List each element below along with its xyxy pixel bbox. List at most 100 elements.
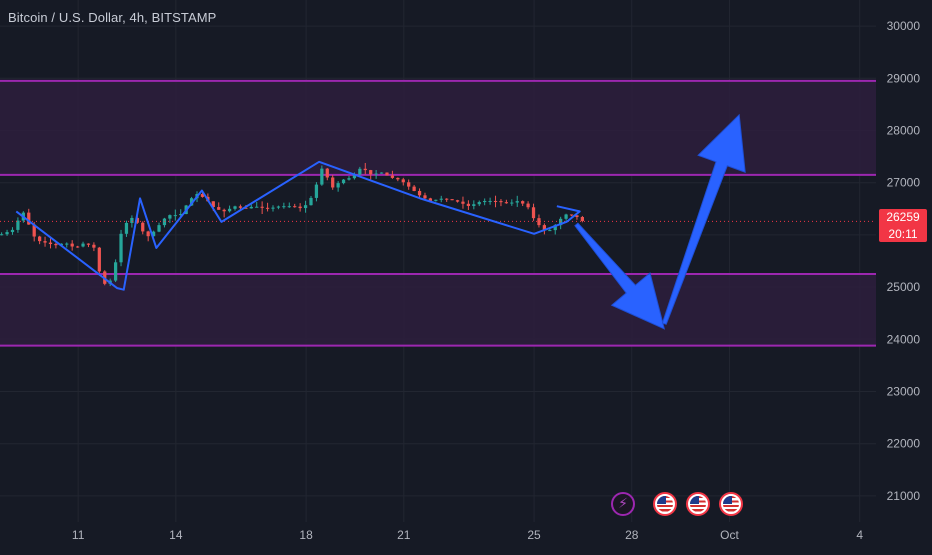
candle-body xyxy=(455,200,460,202)
candle-body xyxy=(504,202,509,204)
x-tick-label: Oct xyxy=(720,528,739,542)
y-tick-label: 28000 xyxy=(887,124,921,138)
candle-body xyxy=(336,183,340,188)
candle-body xyxy=(580,217,584,221)
candle-body xyxy=(510,202,514,204)
candle-body xyxy=(211,201,215,208)
candle-body xyxy=(260,206,264,208)
candle-body xyxy=(189,198,194,206)
y-tick-label: 23000 xyxy=(887,385,921,399)
bar-countdown-label: 20:11 xyxy=(879,226,927,242)
candle-body xyxy=(200,194,205,197)
projection-arrow xyxy=(574,222,666,330)
candle-body xyxy=(396,177,400,180)
candle-body xyxy=(282,206,286,208)
x-tick-label: 4 xyxy=(856,528,863,542)
candle-body xyxy=(320,168,324,185)
x-tick-label: 18 xyxy=(299,528,313,542)
chart-title: Bitcoin / U.S. Dollar, 4h, BITSTAMP xyxy=(8,10,217,25)
us-flag-icon[interactable] xyxy=(686,492,710,516)
candle-body xyxy=(401,179,405,183)
candle-body xyxy=(48,242,53,245)
candle-body xyxy=(363,168,367,171)
drawing-annotations xyxy=(15,113,746,330)
candle-body xyxy=(10,229,15,233)
candle-body xyxy=(477,202,481,205)
candle-body xyxy=(97,247,101,272)
candle-body xyxy=(70,243,74,247)
candle-body xyxy=(124,222,129,234)
candle-body xyxy=(374,173,378,175)
y-tick-label: 25000 xyxy=(887,280,921,294)
candle-body xyxy=(493,200,498,202)
price-zones xyxy=(0,79,876,347)
candle-body xyxy=(5,232,9,235)
y-tick-label: 24000 xyxy=(887,332,921,346)
x-axis: 11 14 18 21 25 28 Oct 4 xyxy=(72,528,863,542)
candle-body xyxy=(293,206,297,208)
candle-body xyxy=(450,199,454,201)
candle-body xyxy=(390,175,395,178)
zigzag-drawing-line xyxy=(15,160,581,291)
candle-body xyxy=(276,206,281,208)
candle-body xyxy=(287,206,291,208)
candle-body xyxy=(358,168,362,175)
candle-body xyxy=(298,206,302,209)
candle-body xyxy=(135,217,139,223)
candle-body xyxy=(314,184,319,198)
candle-body xyxy=(65,243,69,245)
candle-body xyxy=(146,231,150,237)
y-tick-label: 29000 xyxy=(887,71,921,85)
candle-body xyxy=(466,203,471,206)
candle-body xyxy=(265,207,270,209)
candle-body xyxy=(255,206,259,208)
candle-body xyxy=(173,215,177,217)
y-tick-label: 22000 xyxy=(887,437,921,451)
candle-body xyxy=(119,233,123,263)
candle-body xyxy=(92,244,96,248)
candle-body xyxy=(37,236,42,242)
candle-body xyxy=(347,178,351,180)
us-flag-icon[interactable] xyxy=(719,492,743,516)
candle-body xyxy=(130,217,134,223)
candle-body xyxy=(417,190,422,196)
candle-body xyxy=(515,201,519,203)
candle-body xyxy=(325,168,329,178)
candle-body xyxy=(526,203,530,208)
candle-body xyxy=(54,244,58,246)
candle-body xyxy=(379,172,384,174)
candle-body xyxy=(407,182,411,187)
candle-body xyxy=(157,225,161,232)
y-tick-label: 27000 xyxy=(887,176,921,190)
projection-arrow xyxy=(661,113,746,325)
candle-body xyxy=(27,212,31,225)
candle-body xyxy=(81,243,85,247)
candle-body xyxy=(43,241,47,243)
last-price-label: 26259 xyxy=(879,209,927,226)
candle-body xyxy=(0,234,4,236)
candle-body xyxy=(233,206,237,209)
candle-body xyxy=(227,208,232,212)
candle-body xyxy=(569,214,574,216)
us-flag-icon[interactable] xyxy=(653,492,677,516)
candle-body xyxy=(352,174,357,179)
candle-body xyxy=(499,201,503,203)
candle-body xyxy=(222,209,226,212)
candle-body xyxy=(434,199,438,201)
x-tick-label: 28 xyxy=(625,528,639,542)
lightning-icon[interactable]: ⚡ xyxy=(611,492,635,516)
candle-body xyxy=(16,220,20,230)
zone-fill xyxy=(0,274,876,346)
candle-body xyxy=(303,205,308,209)
candle-body xyxy=(428,198,433,201)
candle-body xyxy=(548,230,552,232)
candle-body xyxy=(113,262,118,281)
candle-body xyxy=(542,225,547,231)
candle-body xyxy=(369,170,373,175)
candle-body xyxy=(385,172,389,176)
y-tick-label: 30000 xyxy=(887,19,921,33)
candle-body xyxy=(531,207,536,219)
candle-body xyxy=(445,198,449,200)
